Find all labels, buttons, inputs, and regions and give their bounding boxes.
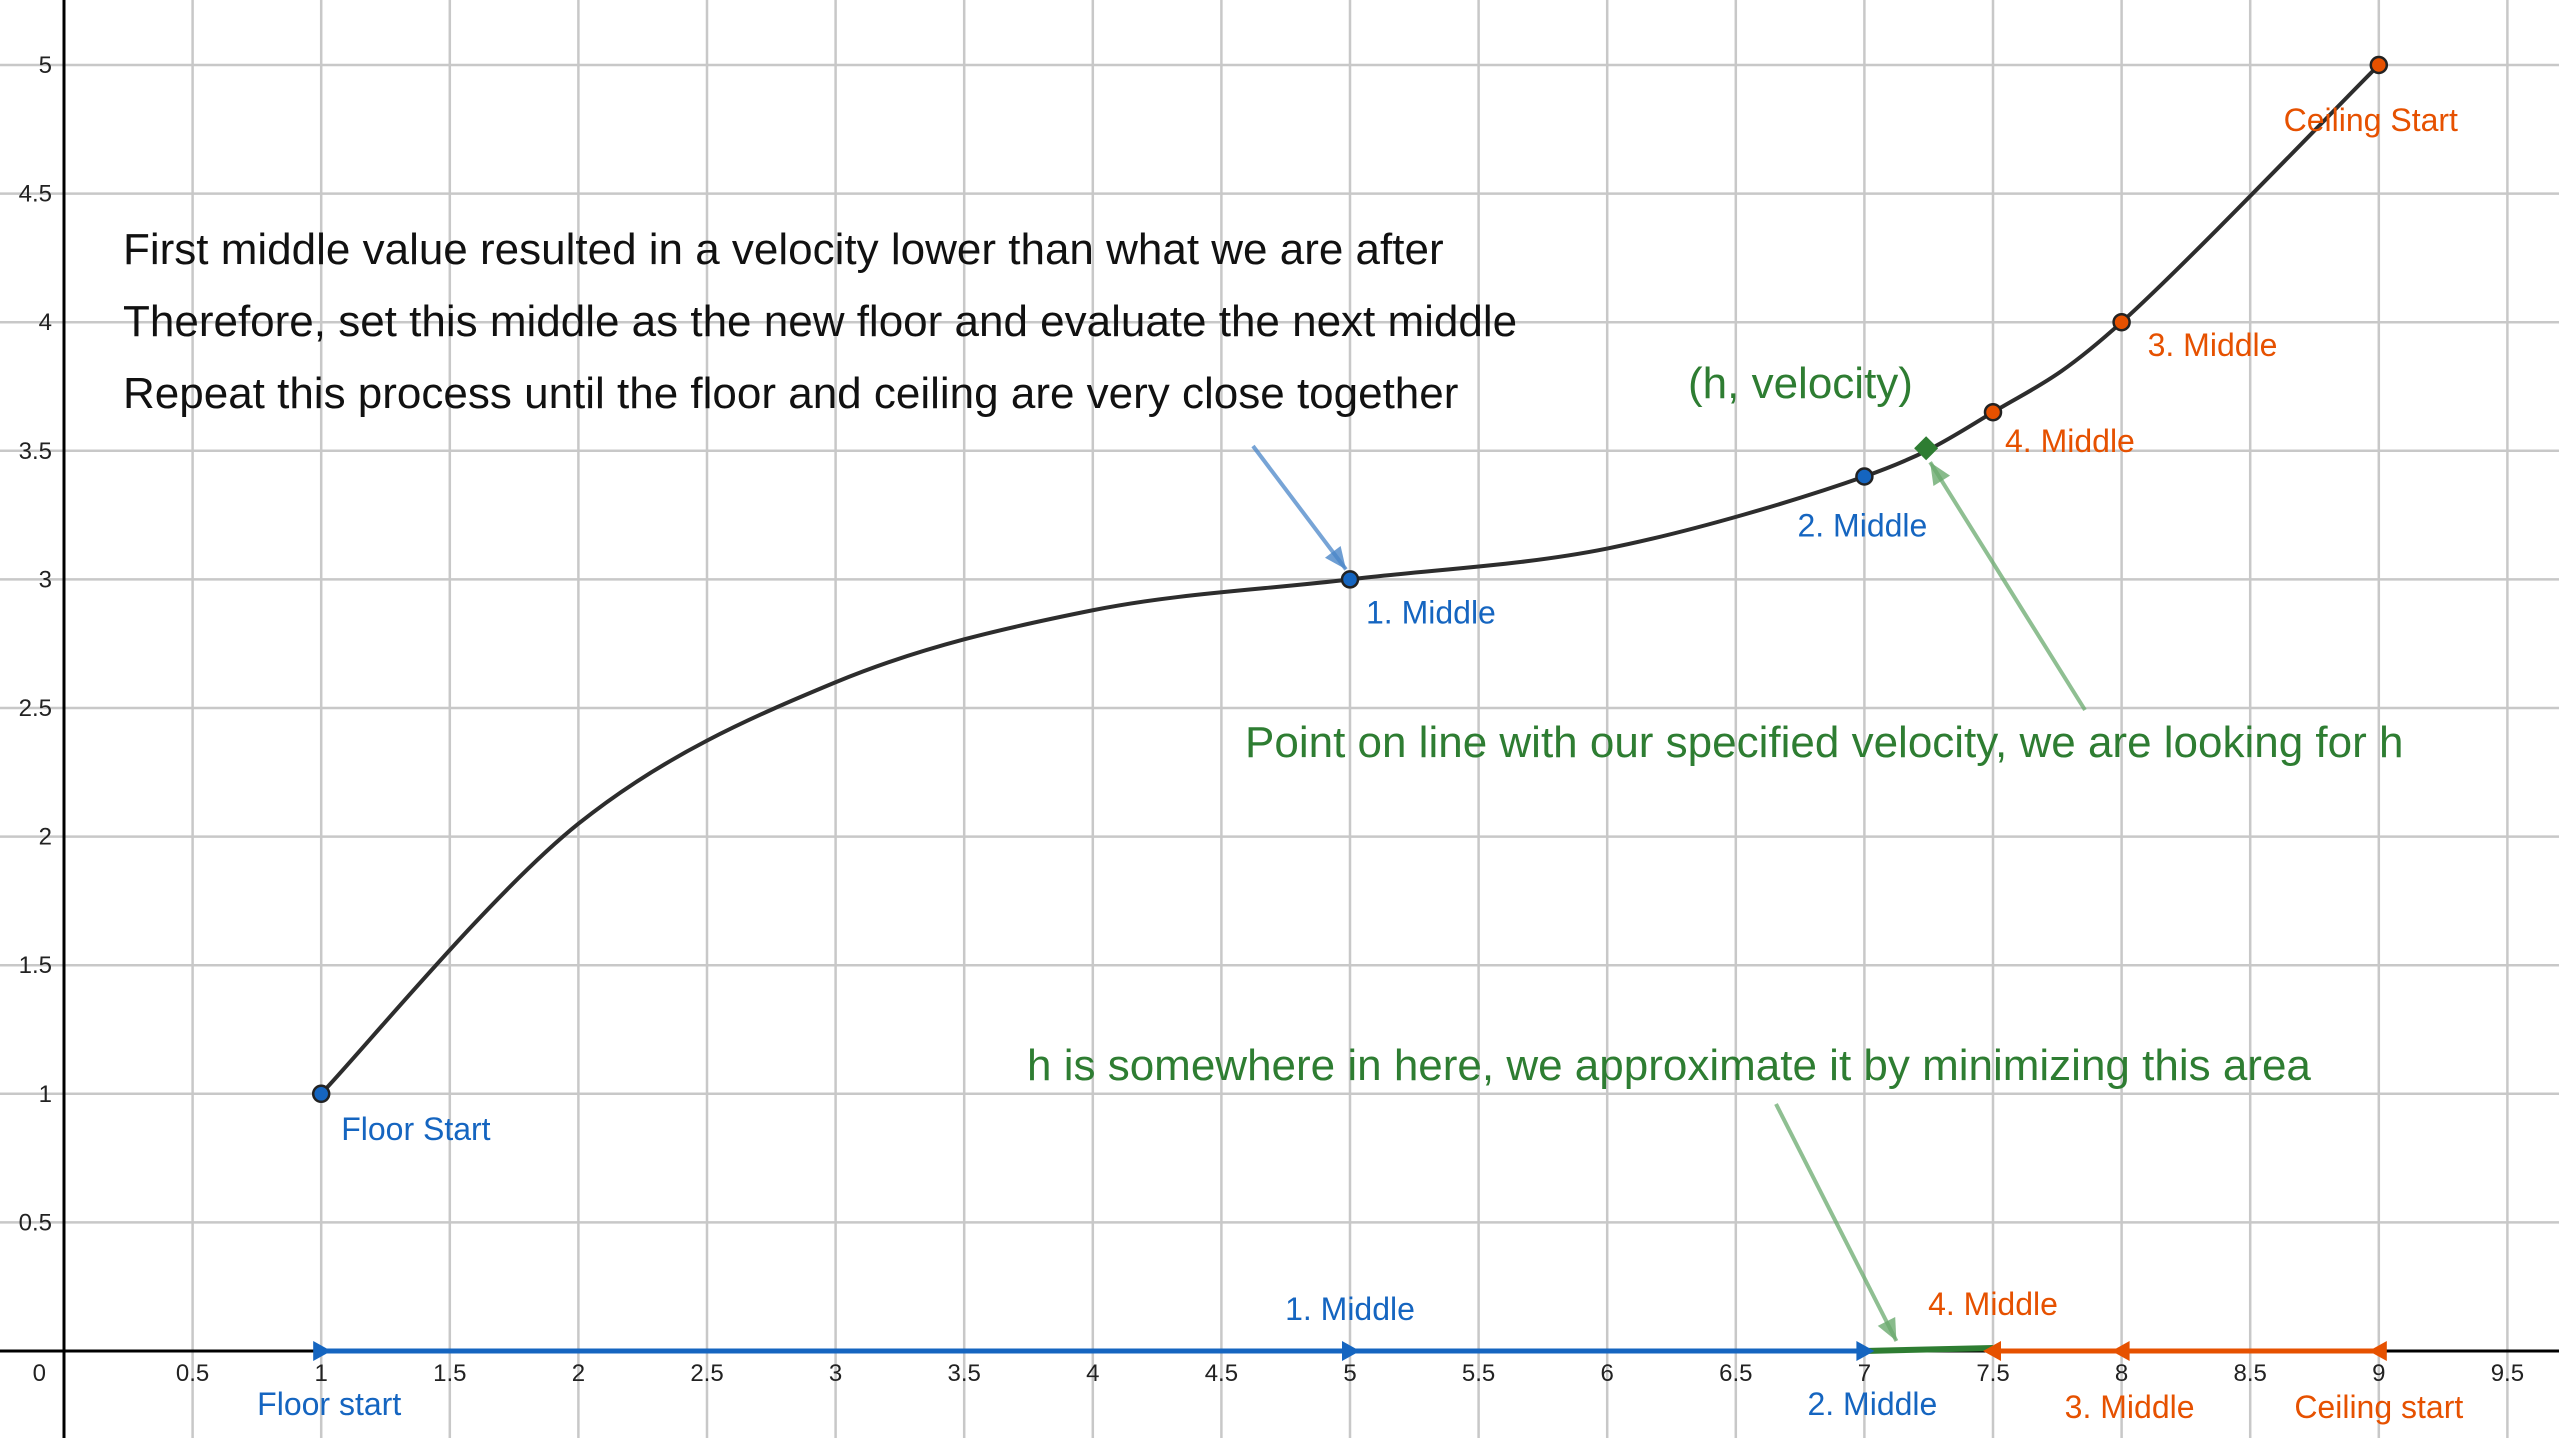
annotation-line-3: Repeat this process until the floor and … bbox=[123, 369, 1458, 418]
search-area-arrow-head bbox=[1877, 1317, 1897, 1341]
target-point-arrow bbox=[1928, 461, 2087, 712]
search-area-arrow bbox=[1774, 1103, 1899, 1342]
y-tick-label: 4 bbox=[39, 309, 52, 336]
x-tick-label: 8.5 bbox=[2234, 1360, 2267, 1387]
axis-markers: Floor start 1. Middle 2. Middle 4. Middle 3.… bbox=[257, 1286, 2463, 1425]
x-tick-label: 2.5 bbox=[690, 1360, 723, 1387]
x-tick-label: 5.5 bbox=[1462, 1360, 1495, 1387]
x-tick-label: 6 bbox=[1601, 1360, 1614, 1387]
first-middle-arrow bbox=[1251, 444, 1348, 571]
target-point-arrow-head bbox=[1930, 462, 1951, 486]
axis-marker-label: 4. Middle bbox=[1928, 1286, 2058, 1322]
curve-point bbox=[1855, 467, 1874, 486]
curve-point-label: 4. Middle bbox=[2005, 423, 2135, 459]
x-tick-label: 1.5 bbox=[433, 1360, 466, 1387]
x-tick-label: 2 bbox=[572, 1360, 585, 1387]
annotation-line-2: Therefore, set this middle as the new fl… bbox=[123, 297, 1517, 346]
x-tick-label: 9 bbox=[2372, 1360, 2385, 1387]
axis-arrowhead bbox=[1856, 1341, 1875, 1361]
axis-arrowhead bbox=[2111, 1341, 2130, 1361]
y-tick-label: 3 bbox=[39, 566, 52, 593]
curve-point-label: Ceiling Start bbox=[2284, 102, 2458, 138]
y-tick-label: 2.5 bbox=[19, 695, 52, 722]
curve-point bbox=[2369, 55, 2389, 75]
curve-point-label: 1. Middle bbox=[1366, 594, 1496, 630]
curve-point-label: Floor Start bbox=[341, 1111, 490, 1147]
x-tick-label: 0.5 bbox=[176, 1360, 209, 1387]
x-tick-label: 5 bbox=[1343, 1360, 1356, 1387]
target-point-marker bbox=[1914, 436, 1939, 461]
area-note: h is somewhere in here, we approximate i… bbox=[1027, 1041, 2311, 1090]
x-tick-label: 3 bbox=[829, 1360, 842, 1387]
curve-point-label: 3. Middle bbox=[2148, 327, 2278, 363]
curve-point bbox=[1983, 402, 2003, 422]
y-tick-label: 4.5 bbox=[19, 181, 52, 208]
x-tick-label: 8 bbox=[2115, 1360, 2128, 1387]
velocity-curve bbox=[319, 63, 2381, 1096]
x-tick-label: 7 bbox=[1858, 1360, 1871, 1387]
x-tick-label: 9.5 bbox=[2491, 1360, 2524, 1387]
curve-point bbox=[1340, 570, 1360, 589]
y-tick-label: 5 bbox=[39, 52, 52, 79]
x-tick-label: 6.5 bbox=[1719, 1360, 1752, 1387]
annotation-line-1: First middle value resulted in a velocit… bbox=[123, 225, 1444, 274]
curve-point bbox=[2112, 312, 2131, 332]
y-tick-label: 2 bbox=[39, 824, 52, 851]
axis-arrowhead bbox=[1342, 1341, 1360, 1361]
axis-marker-label: 2. Middle bbox=[1807, 1386, 1937, 1422]
x-tick-label: 7.5 bbox=[1976, 1360, 2009, 1387]
target-note: Point on line with our specified velocit… bbox=[1245, 718, 2403, 767]
origin-label: 0 bbox=[33, 1360, 46, 1387]
y-tick-label: 0.5 bbox=[19, 1209, 52, 1236]
x-tick-label: 3.5 bbox=[948, 1360, 981, 1387]
axis-marker-label: Ceiling start bbox=[2294, 1389, 2463, 1425]
axis-marker-label: 1. Middle bbox=[1285, 1291, 1415, 1327]
x-tick-label: 4.5 bbox=[1205, 1360, 1238, 1387]
search-area-segment bbox=[1864, 1345, 1994, 1354]
axis-arrowhead bbox=[1983, 1341, 2001, 1361]
x-tick-label: 1 bbox=[315, 1360, 328, 1387]
curve-point bbox=[311, 1084, 331, 1104]
tick-labels: 0.5 1 1.5 2 2.5 3 3.5 4 4.5 5 5.5 6 6.5 7 7.5 8 8.5 9 9.5 0… bbox=[19, 52, 2524, 1387]
curve-point-label: 2. Middle bbox=[1797, 508, 1927, 544]
y-tick-label: 1.5 bbox=[19, 952, 52, 979]
axis-marker-label: 3. Middle bbox=[2065, 1389, 2195, 1425]
first-middle-arrow-head bbox=[1324, 546, 1346, 570]
curve-layer bbox=[319, 63, 2381, 1096]
x-tick-label: 4 bbox=[1086, 1360, 1099, 1387]
curve-points: Floor Start 1. Middle 2. Middle 4. Middle 3.… bbox=[311, 55, 2458, 1147]
target-point-label: (h, velocity) bbox=[1688, 359, 1913, 408]
annotation-arrows bbox=[1251, 444, 2087, 1342]
y-tick-label: 3.5 bbox=[19, 438, 52, 465]
axis-arrowhead bbox=[313, 1341, 332, 1361]
y-tick-label: 1 bbox=[39, 1081, 52, 1108]
axis-marker-label: Floor start bbox=[257, 1386, 401, 1422]
axis-arrowhead bbox=[2368, 1341, 2387, 1361]
